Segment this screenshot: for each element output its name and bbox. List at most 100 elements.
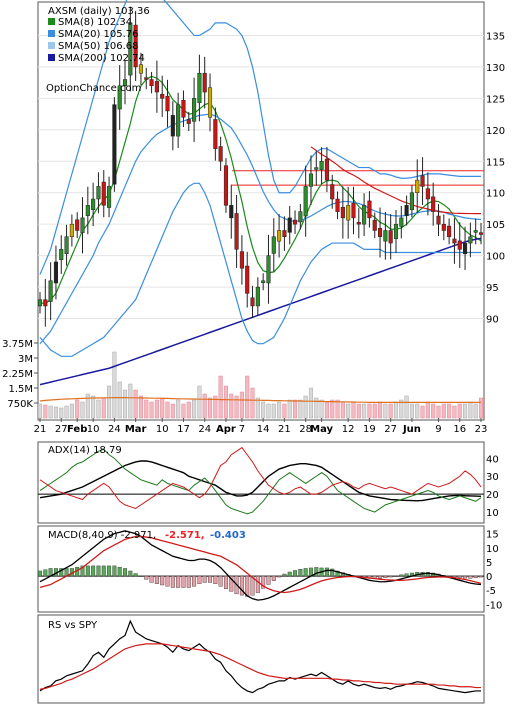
x-tick-label: 21 (278, 424, 291, 435)
candle-body (69, 223, 74, 238)
candle-body (186, 119, 191, 124)
candle-body (154, 81, 159, 93)
macd-histogram-bar (479, 575, 484, 578)
price-tick-label: 105 (486, 220, 505, 231)
x-tick-label: 14 (257, 424, 270, 435)
volume-bar (441, 403, 446, 419)
macd-histogram-bar (218, 575, 223, 587)
macd-histogram-bar (186, 575, 191, 588)
x-tick-label: 12 (342, 424, 355, 435)
candle-body (59, 249, 64, 260)
x-tick-label: 16 (453, 424, 466, 435)
macd-histogram-bar (277, 575, 282, 578)
price-tick-label: 115 (486, 157, 505, 168)
macd-label: MACD(8,40,9) -2.971, (48, 530, 156, 541)
volume-bar (393, 401, 399, 419)
volume-bar (117, 381, 122, 419)
macd-histogram-bar (399, 574, 404, 577)
candle-body (107, 186, 112, 208)
candle-body (303, 186, 308, 217)
symbol-title: AXSM (daily) 103.36 (48, 6, 150, 17)
x-tick-label: May (310, 424, 333, 435)
macd-tick-label: -5 (486, 586, 496, 597)
volume-bar (107, 385, 112, 419)
volume-bar (399, 399, 404, 419)
volume-bar (431, 403, 436, 419)
legend-label: SMA(8) 102.34 (58, 17, 132, 28)
candle-body (330, 184, 335, 200)
volume-bar (59, 407, 64, 419)
candle-body (192, 98, 197, 122)
volume-bar (308, 387, 314, 419)
volume-bar (340, 401, 345, 419)
volume-bar (436, 405, 441, 419)
candle-body (101, 181, 106, 206)
candle-body (229, 205, 234, 219)
legend-swatch (48, 54, 55, 61)
volume-bar (420, 405, 425, 419)
adx-tick-label: 40 (486, 454, 499, 465)
volume-bar (271, 403, 276, 419)
legend-swatch (48, 30, 55, 37)
candle-body (149, 79, 154, 87)
macd-histogram-bar (80, 565, 85, 577)
candle-body (48, 280, 53, 302)
x-tick-label: 19 (363, 424, 376, 435)
candle-body (197, 72, 202, 104)
volume-bar (154, 399, 159, 419)
volume-bar (149, 401, 154, 419)
macd-histogram-bar (452, 575, 457, 578)
legend-label: SMA(20) 105.76 (58, 29, 139, 40)
candle-body (335, 198, 340, 212)
x-tick-label: 10 (156, 424, 169, 435)
volume-tick-label: 1.5M (8, 384, 33, 395)
macd-histogram-bar (112, 565, 117, 577)
macd-histogram-bar (165, 575, 170, 587)
x-tick-label: Apr (216, 424, 236, 435)
volume-bar (356, 403, 361, 419)
macd-histogram-bar (202, 575, 207, 583)
macd-hist-label: -0.403 (210, 530, 246, 541)
macd-histogram-bar (330, 568, 335, 577)
candle-body (85, 205, 90, 216)
volume-bar (377, 401, 383, 419)
candle-body (292, 219, 298, 225)
volume-bar (245, 375, 250, 419)
macd-histogram-bar (107, 565, 112, 577)
macd-histogram-bar (229, 575, 234, 592)
candle-body (346, 205, 351, 221)
x-tick-label: 17 (177, 424, 190, 435)
macd-histogram-bar (213, 575, 218, 584)
price-tick-label: 100 (486, 252, 505, 263)
candle-body (138, 64, 144, 74)
candle-body (298, 211, 303, 223)
macd-histogram-bar (335, 570, 340, 577)
macd-histogram-bar (138, 575, 143, 577)
volume-bar (463, 403, 468, 419)
macd-panel-frame (37, 525, 485, 613)
volume-bar (330, 399, 335, 419)
candle-body (277, 230, 282, 242)
macd-histogram-bar (463, 575, 468, 579)
candle-body (255, 286, 260, 307)
price-tick-label: 130 (486, 63, 505, 74)
volume-bar (223, 385, 229, 419)
volume-bar (218, 375, 223, 419)
macd-histogram-bar (388, 575, 393, 578)
candle-body (457, 240, 462, 250)
volume-bar (457, 403, 462, 419)
candle-body (250, 297, 255, 307)
volume-bar (383, 403, 388, 419)
candle-body (80, 217, 85, 233)
candle-body (207, 87, 213, 118)
macd-histogram-bar (287, 571, 292, 577)
volume-bar (388, 403, 393, 419)
candle-body (372, 219, 377, 231)
price-tick-label: 125 (486, 94, 505, 105)
macd-histogram-bar (154, 575, 159, 584)
volume-bar (346, 403, 351, 419)
candle-body (122, 79, 128, 87)
volume-bar (372, 403, 377, 419)
volume-bar (367, 403, 372, 419)
